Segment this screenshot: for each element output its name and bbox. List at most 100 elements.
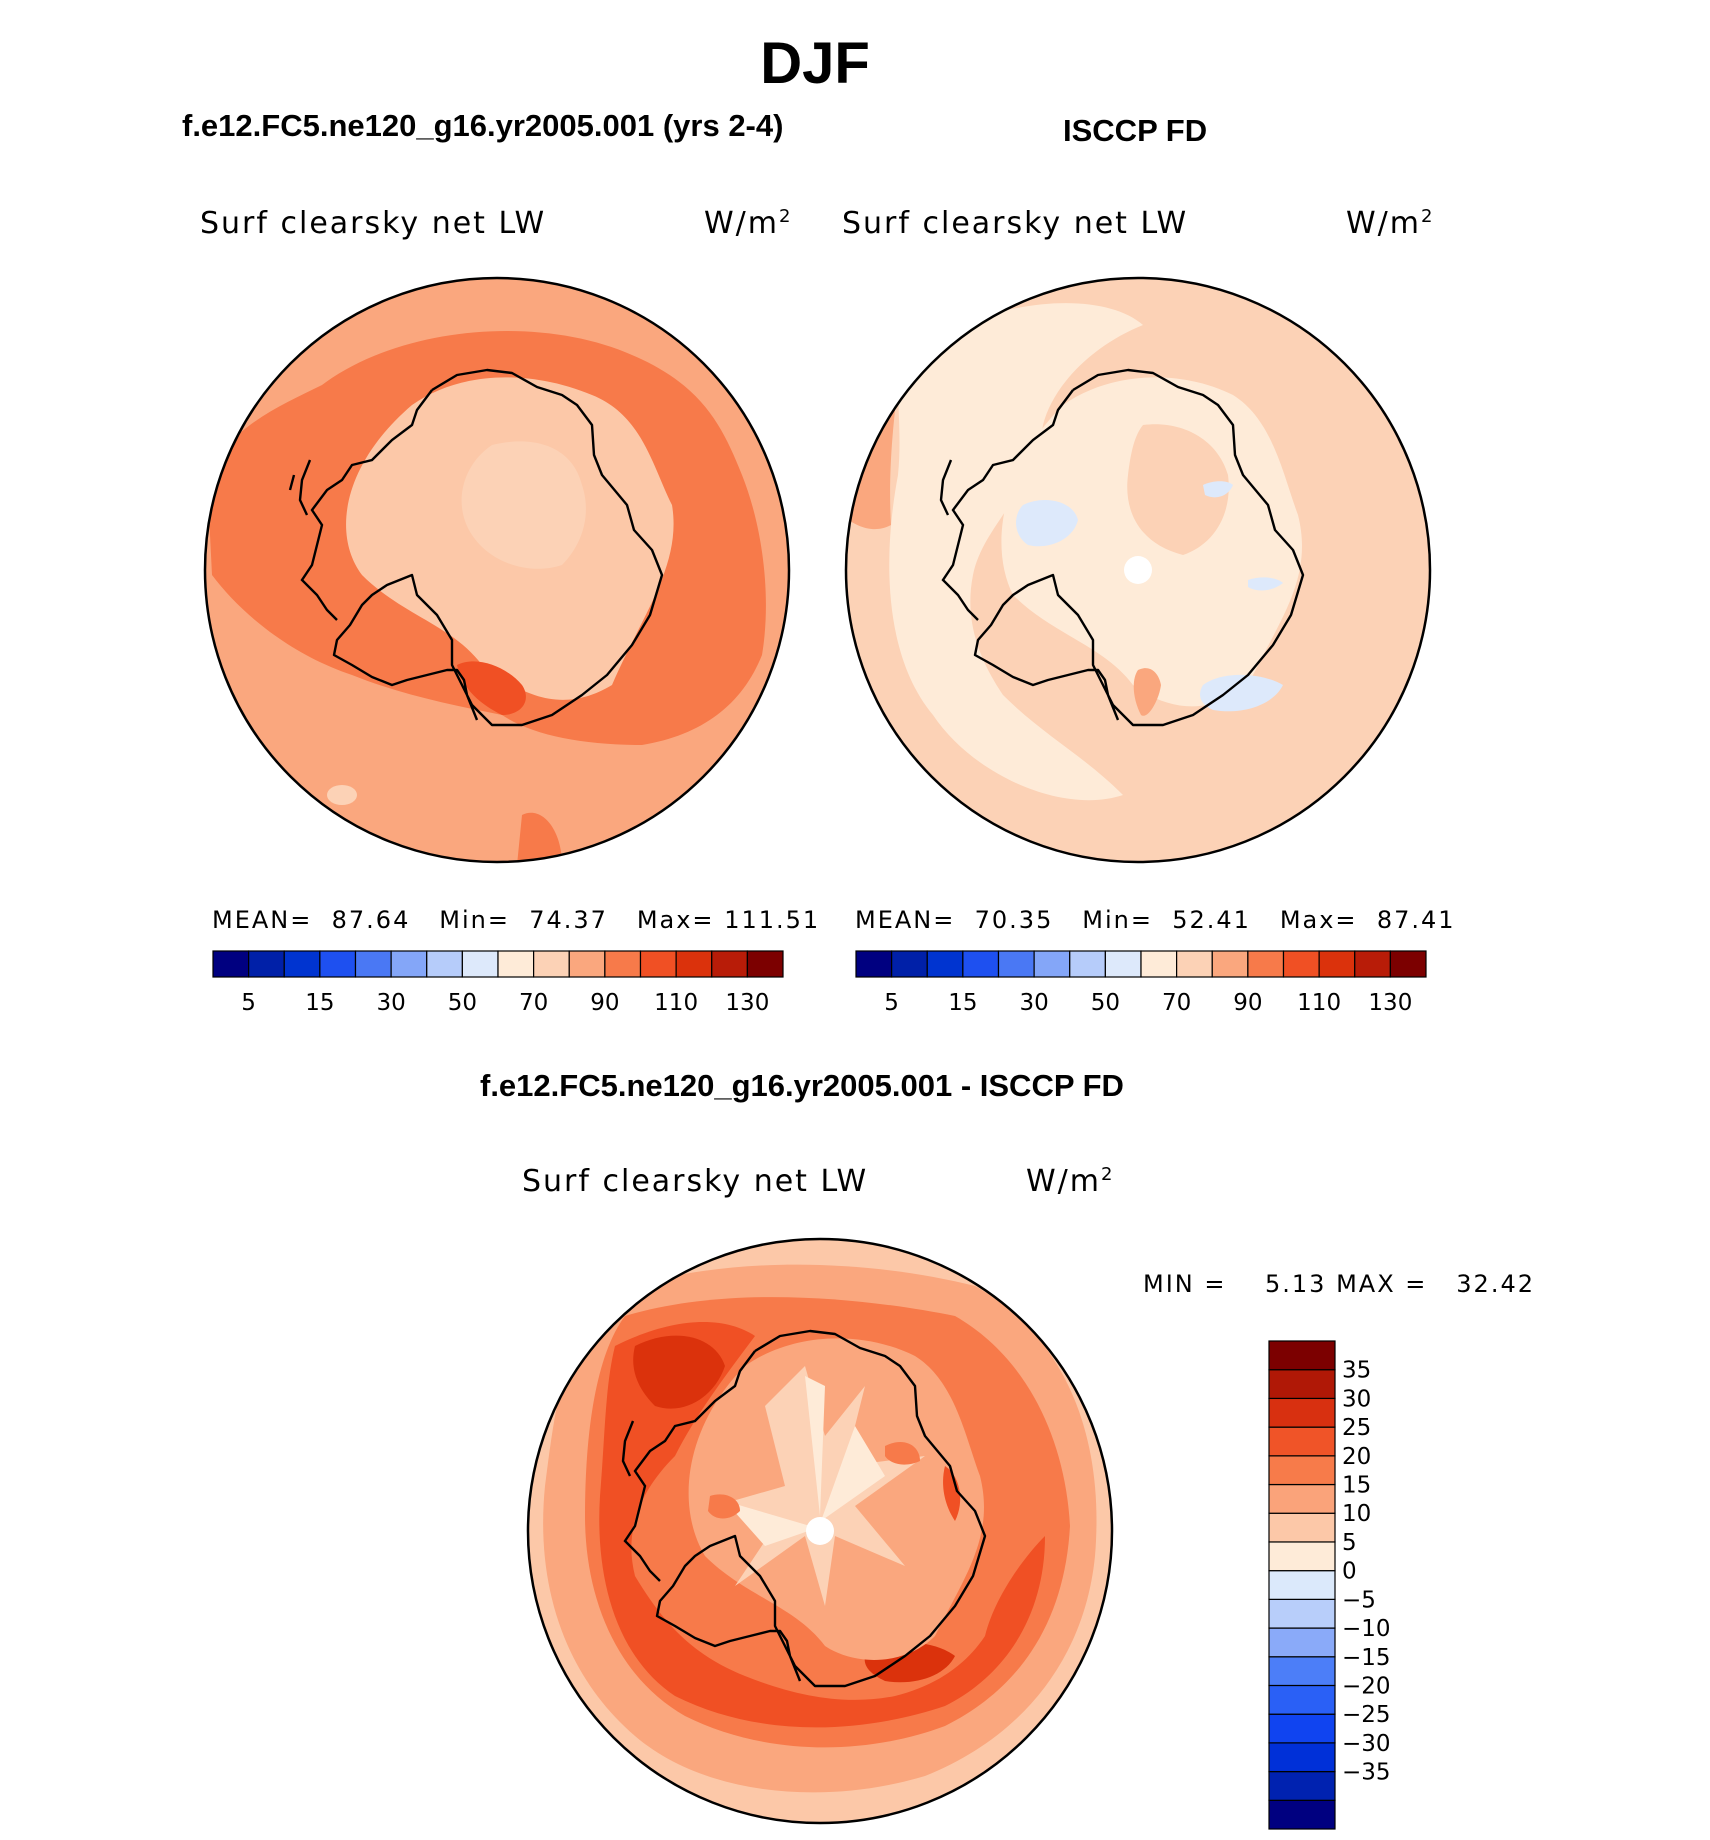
obs-colorbar-box xyxy=(1282,950,1320,978)
diff-colorbar-tick-label: −5 xyxy=(1342,1587,1376,1613)
model-colorbar-tick-label: 15 xyxy=(305,990,334,1016)
diff-colorbar-tick-label: −20 xyxy=(1342,1673,1391,1699)
diff-stats: MIN = 5.13 MAX = 32.42 xyxy=(1143,1270,1535,1298)
obs-colorbar-tick-label: 15 xyxy=(948,990,977,1016)
obs-light-region xyxy=(889,303,1143,801)
obs-colorbar-box xyxy=(891,950,928,978)
model-colorbar-box xyxy=(283,950,321,978)
diff-colorbar-tick-label: 0 xyxy=(1342,1559,1357,1585)
obs-colorbar-box xyxy=(926,950,964,978)
model-panel-title: f.e12.FC5.ne120_g16.yr2005.001 (yrs 2-4) xyxy=(182,108,784,143)
model-colorbar-tick-label: 90 xyxy=(590,990,619,1016)
diff-colorbar-tick-label: −10 xyxy=(1342,1616,1391,1642)
diff-colorbar-box xyxy=(1268,1340,1336,1371)
obs-colorbar-box xyxy=(1033,950,1071,978)
obs-colorbar-box xyxy=(1104,950,1142,978)
diff-map-boundary xyxy=(526,1237,1114,1825)
model-colorbar-tick-label: 70 xyxy=(519,990,548,1016)
obs-colorbar-box xyxy=(1069,950,1106,978)
diff-colorbar-box xyxy=(1268,1369,1336,1400)
diff-colorbar-tick-label: 5 xyxy=(1342,1530,1357,1556)
obs-polar-map xyxy=(844,276,1432,864)
diff-colorbar-tick-label: 35 xyxy=(1342,1358,1371,1384)
obs-colorbar-tick-label: 5 xyxy=(884,990,899,1016)
model-colorbar: 5 15 30 50 70 90 110 130 xyxy=(212,950,784,1016)
model-map-boundary xyxy=(203,276,791,864)
model-colorbar-box xyxy=(533,950,570,978)
main-title: DJF xyxy=(760,31,870,96)
obs-colorbar-box xyxy=(855,950,893,978)
model-colorbar-box xyxy=(604,950,642,978)
diff-colorbar-tick-label: 25 xyxy=(1342,1415,1371,1441)
diff-colorbar-box xyxy=(1268,1627,1336,1658)
diff-peak-1 xyxy=(633,1335,725,1409)
obs-colorbar-box xyxy=(997,950,1035,978)
diff-colorbar-tick-label: −25 xyxy=(1342,1702,1391,1728)
obs-colorbar-tick-label: 50 xyxy=(1091,990,1120,1016)
model-hot-spot xyxy=(457,661,526,715)
obs-colorbar-box xyxy=(1389,950,1427,978)
obs-colorbar: 5 15 30 50 70 90 110 130 xyxy=(855,950,1427,1016)
model-polar-map xyxy=(203,276,791,864)
model-colorbar-box xyxy=(390,950,428,978)
obs-colorbar-tick-label: 130 xyxy=(1368,990,1412,1016)
obs-colorbar-box xyxy=(1318,950,1356,978)
obs-colorbar-box xyxy=(962,950,1000,978)
obs-panel-title: ISCCP FD xyxy=(1063,113,1208,148)
diff-colorbar-box xyxy=(1268,1598,1336,1629)
model-colorbar-box xyxy=(319,950,357,978)
diff-polar-map xyxy=(526,1237,1114,1825)
diff-colorbar-box xyxy=(1268,1770,1336,1801)
diff-colorbar-box xyxy=(1268,1684,1336,1715)
obs-pole-hole xyxy=(1124,556,1152,584)
obs-colorbar-tick-label: 30 xyxy=(1019,990,1048,1016)
model-colorbar-tick-label: 130 xyxy=(725,990,769,1016)
model-colorbar-tick-label: 5 xyxy=(241,990,256,1016)
diff-colorbar-box xyxy=(1268,1541,1336,1572)
obs-land-light xyxy=(1001,377,1302,707)
diff-colorbar-box xyxy=(1268,1512,1336,1543)
diff-colorbar-box xyxy=(1268,1799,1336,1830)
obs-coastline xyxy=(973,368,1305,727)
diff-variable-label: Surf clearsky net LW xyxy=(522,1164,869,1199)
model-colorbar-tick-label: 110 xyxy=(654,990,698,1016)
obs-colorbar-tick-label: 110 xyxy=(1297,990,1341,1016)
model-colorbar-tick-label: 50 xyxy=(448,990,477,1016)
model-colorbar-box xyxy=(426,950,463,978)
diff-pole-hole xyxy=(806,1517,834,1545)
obs-ice-patch-2 xyxy=(1200,674,1283,712)
diff-colorbar-box xyxy=(1268,1483,1336,1514)
model-coastline xyxy=(332,368,664,727)
obs-colorbar-tick-label: 90 xyxy=(1233,990,1262,1016)
diff-colorbar-box xyxy=(1268,1426,1336,1457)
model-colorbar-box xyxy=(711,950,748,978)
obs-colorbar-box xyxy=(1354,950,1391,978)
diff-colorbar-tick-label: −15 xyxy=(1342,1645,1391,1671)
diff-units-label: W/m2 xyxy=(1026,1164,1115,1199)
diff-colorbar-box xyxy=(1268,1570,1336,1600)
model-plateau xyxy=(461,441,586,569)
model-colorbar-box xyxy=(746,950,784,978)
obs-colorbar-tick-label: 70 xyxy=(1162,990,1191,1016)
diff-colorbar-tick-label: 10 xyxy=(1342,1501,1371,1527)
obs-colorbar-box xyxy=(1247,950,1285,978)
obs-ice-patch-1 xyxy=(1016,500,1078,547)
model-colorbar-box xyxy=(212,950,250,978)
obs-colorbar-box xyxy=(1176,950,1213,978)
model-stats: MEAN= 87.64 Min= 74.37 Max= 111.51 xyxy=(212,906,821,934)
obs-stats: MEAN= 70.35 Min= 52.41 Max= 87.41 xyxy=(855,906,1456,934)
obs-colorbar-box xyxy=(1140,950,1178,978)
diff-spokes xyxy=(725,1376,885,1546)
diff-colorbar-tick-label: 30 xyxy=(1342,1386,1371,1412)
model-colorbar-box xyxy=(248,950,285,978)
model-colorbar-tick-label: 30 xyxy=(376,990,405,1016)
diff-colorbar-tick-label: −30 xyxy=(1342,1731,1391,1757)
diff-colorbar-box xyxy=(1268,1742,1336,1773)
diff-panel-title: f.e12.FC5.ne120_g16.yr2005.001 - ISCCP F… xyxy=(480,1068,1124,1103)
diff-coastline xyxy=(655,1329,987,1688)
diff-colorbar-tick-label: 20 xyxy=(1342,1444,1371,1470)
obs-units-label: W/m2 xyxy=(1346,206,1435,241)
model-colorbar-box xyxy=(675,950,713,978)
diff-colorbar-box xyxy=(1268,1397,1336,1428)
